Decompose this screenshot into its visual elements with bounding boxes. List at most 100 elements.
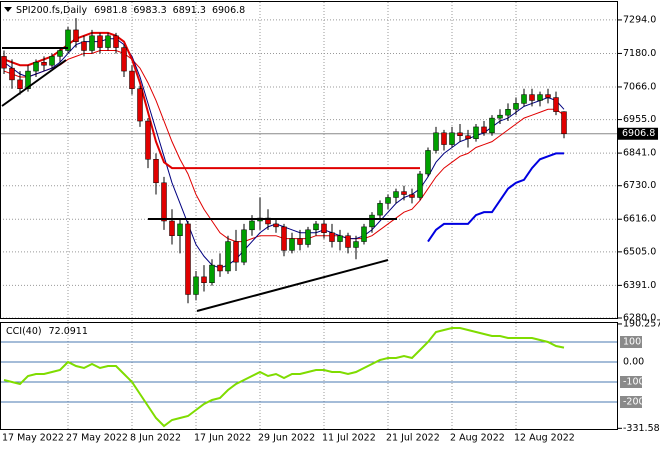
candle-body <box>1 56 7 69</box>
candle-body <box>345 235 351 248</box>
y-tick-label: -331.583 <box>623 423 660 434</box>
candle-body <box>537 94 543 101</box>
candle-body <box>137 88 143 122</box>
y-tick-label: 6280.0 <box>623 313 656 324</box>
candle-body <box>41 62 47 66</box>
candle-body <box>449 132 455 145</box>
candle-body <box>313 223 319 231</box>
open-value: 6981.8 <box>94 5 127 16</box>
chart-header: SPI200.fs,Daily 6981.8 6983.3 6891.3 690… <box>16 5 245 16</box>
x-tick-label: 17 Jun 2022 <box>194 433 251 444</box>
cci-panel-frame <box>0 322 618 430</box>
indicator-line <box>427 152 564 243</box>
candle-body <box>33 62 39 72</box>
menu-icon[interactable] <box>4 7 12 12</box>
candle-body <box>513 103 519 110</box>
candle-body <box>25 70 31 89</box>
candle-body <box>553 97 559 112</box>
x-tick-label: 17 May 2022 <box>2 433 64 444</box>
candle-body <box>161 182 167 222</box>
candle-body <box>529 94 535 101</box>
candle-body <box>281 226 287 251</box>
level-label-box <box>620 336 642 348</box>
low-value: 6891.3 <box>173 5 206 16</box>
candle-body <box>217 264 223 272</box>
candle-body <box>457 132 463 136</box>
cci-value: 72.0911 <box>49 326 88 337</box>
candle-body <box>385 197 391 204</box>
candle-body <box>289 238 295 251</box>
candle-body <box>89 35 95 51</box>
candle-body <box>321 223 327 234</box>
candle-body <box>297 238 303 245</box>
x-tick-label: 29 Jun 2022 <box>258 433 315 444</box>
current-price-box <box>618 127 658 140</box>
candle-body <box>169 220 175 236</box>
candle-body <box>417 173 423 198</box>
candle-body <box>273 223 279 228</box>
high-value: 6983.3 <box>133 5 166 16</box>
chart-title: SPI200.fs,Daily <box>16 5 87 16</box>
y-tick-label: 6955.0 <box>623 114 656 125</box>
y-tick-label: 6841.0 <box>623 148 656 159</box>
candle-body <box>505 109 511 116</box>
candle-body <box>433 132 439 151</box>
candle-body <box>561 111 567 134</box>
cci-header: CCI(40) 72.0911 <box>6 326 88 337</box>
close-value: 6906.8 <box>212 5 245 16</box>
x-tick-label: 11 Jul 2022 <box>322 433 376 444</box>
y-tick-label: 6505.0 <box>623 246 656 257</box>
candle-body <box>353 241 359 248</box>
y-tick-label: 0.00 <box>623 357 644 368</box>
y-tick-label: 6730.0 <box>623 180 656 191</box>
trend-line <box>196 259 389 312</box>
candle-body <box>97 35 103 48</box>
candle-body <box>209 264 215 283</box>
candle-body <box>361 226 367 242</box>
y-tick-label: 6616.0 <box>623 214 656 225</box>
main-panel-frame <box>0 1 618 319</box>
candle-body <box>329 232 335 242</box>
candle-body <box>57 50 63 57</box>
grid <box>0 2 618 430</box>
y-tick-label: -200 <box>623 397 645 408</box>
candle-body <box>441 132 447 145</box>
candle-body <box>121 47 127 72</box>
candle-body <box>81 41 87 51</box>
candle-body <box>65 29 71 51</box>
candle-body <box>473 126 479 139</box>
cci-title: CCI(40) <box>6 326 42 337</box>
candle-body <box>377 203 383 216</box>
candle-body <box>393 191 399 198</box>
candle-body <box>225 241 231 272</box>
candle-body <box>129 70 135 89</box>
y-tick-label: 100 <box>623 337 641 348</box>
candle-body <box>177 223 183 236</box>
trend-line <box>1 59 67 107</box>
x-tick-label: 12 Aug 2022 <box>514 433 575 444</box>
candle-body <box>401 191 407 195</box>
candle-body <box>241 229 247 263</box>
candle-body <box>17 79 23 89</box>
x-tick-label: 27 May 2022 <box>66 433 128 444</box>
cci-line <box>3 327 565 428</box>
candle-body <box>49 56 55 66</box>
candle-body <box>425 150 431 175</box>
marks <box>1 18 567 428</box>
candle-body <box>233 241 239 263</box>
y-tick-label: 6391.0 <box>623 280 656 291</box>
candle-body <box>481 126 487 134</box>
candle-body <box>105 35 111 48</box>
y-tick-label: 190.2577 <box>623 318 660 329</box>
candle-body <box>145 120 151 160</box>
candle-body <box>489 117 495 134</box>
level-label-box <box>620 396 642 408</box>
candle-body <box>249 220 255 231</box>
candle-body <box>113 35 119 48</box>
candle-body <box>545 94 551 98</box>
x-tick-label: 8 Jun 2022 <box>130 433 181 444</box>
candle-body <box>193 276 199 295</box>
current-price-label: 6906.8 <box>622 128 655 139</box>
y-tick-label: -100 <box>623 377 645 388</box>
